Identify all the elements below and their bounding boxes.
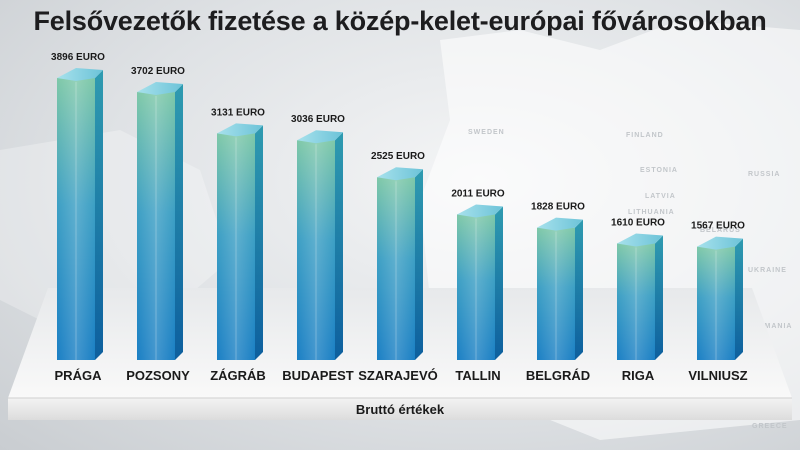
bar-shine xyxy=(457,214,495,360)
category-label: ZÁGRÁB xyxy=(210,368,266,383)
map-label: LITHUANIA xyxy=(628,209,675,216)
category-label: POZSONY xyxy=(126,368,190,383)
bar-value-label: 2525 EURO xyxy=(371,151,425,162)
bar-side xyxy=(655,235,663,360)
bar-top xyxy=(457,204,503,218)
bar-side xyxy=(335,132,343,360)
bar-shine xyxy=(537,227,575,360)
map-label: UKRAINE xyxy=(748,267,787,274)
bar xyxy=(457,204,503,360)
bar-side xyxy=(175,84,183,361)
bar-side xyxy=(495,206,503,360)
category-label: RIGA xyxy=(622,368,655,383)
chart-title: Felsővezetők fizetése a közép-kelet-euró… xyxy=(33,6,767,36)
bar-value-label: 3036 EURO xyxy=(291,114,345,125)
bar-shine xyxy=(57,78,95,360)
bar xyxy=(617,233,663,360)
bar-top xyxy=(217,123,263,137)
bar-shine xyxy=(697,246,735,360)
bar-shine xyxy=(377,177,415,360)
bar-top xyxy=(697,236,743,250)
bar-shine xyxy=(217,133,255,360)
bar-top xyxy=(297,130,343,144)
category-label: BUDAPEST xyxy=(282,368,354,383)
bar-top xyxy=(617,233,663,247)
category-label: PRÁGA xyxy=(55,368,103,383)
category-label: VILNIUSZ xyxy=(688,368,747,383)
bar xyxy=(57,68,103,360)
bar-top xyxy=(57,68,103,81)
map-label: GREECE xyxy=(752,423,788,430)
bar xyxy=(697,236,743,360)
map-label: SWEDEN xyxy=(468,129,505,136)
bar xyxy=(537,217,583,360)
bar-shine xyxy=(617,243,655,360)
category-label: BELGRÁD xyxy=(526,368,590,383)
bar xyxy=(377,167,423,360)
bar-value-label: 1567 EURO xyxy=(691,221,745,232)
bar-shine xyxy=(297,140,335,360)
bar-value-label: 1828 EURO xyxy=(531,202,585,213)
bar-value-label: 2011 EURO xyxy=(451,188,505,199)
map-label: FINLAND xyxy=(626,132,664,139)
bar-top xyxy=(137,82,183,96)
category-label: SZARAJEVÓ xyxy=(358,368,437,383)
bar-shine xyxy=(137,92,175,361)
map-label: ROMANIA xyxy=(752,323,792,330)
bar-side xyxy=(255,125,263,360)
map-label: RUSSIA xyxy=(748,171,780,178)
bar-top xyxy=(377,167,423,181)
bar-side xyxy=(575,219,583,360)
bar-value-label: 3896 EURO xyxy=(51,52,105,63)
x-axis-label: Bruttó értékek xyxy=(355,402,445,417)
bar xyxy=(137,82,183,361)
bar-side xyxy=(735,238,743,360)
bar-top xyxy=(537,217,583,231)
bar xyxy=(217,123,263,360)
map-label: LATVIA xyxy=(645,193,676,200)
bar-value-label: 3131 EURO xyxy=(211,107,265,118)
bar-value-label: 3702 EURO xyxy=(131,66,185,77)
map-label: ESTONIA xyxy=(640,167,678,174)
bar-value-label: 1610 EURO xyxy=(611,217,665,228)
bar xyxy=(297,130,343,360)
map-label: BELARUS xyxy=(700,227,741,234)
bar-side xyxy=(95,70,103,360)
category-label: TALLIN xyxy=(455,368,500,383)
bar-side xyxy=(415,169,423,360)
